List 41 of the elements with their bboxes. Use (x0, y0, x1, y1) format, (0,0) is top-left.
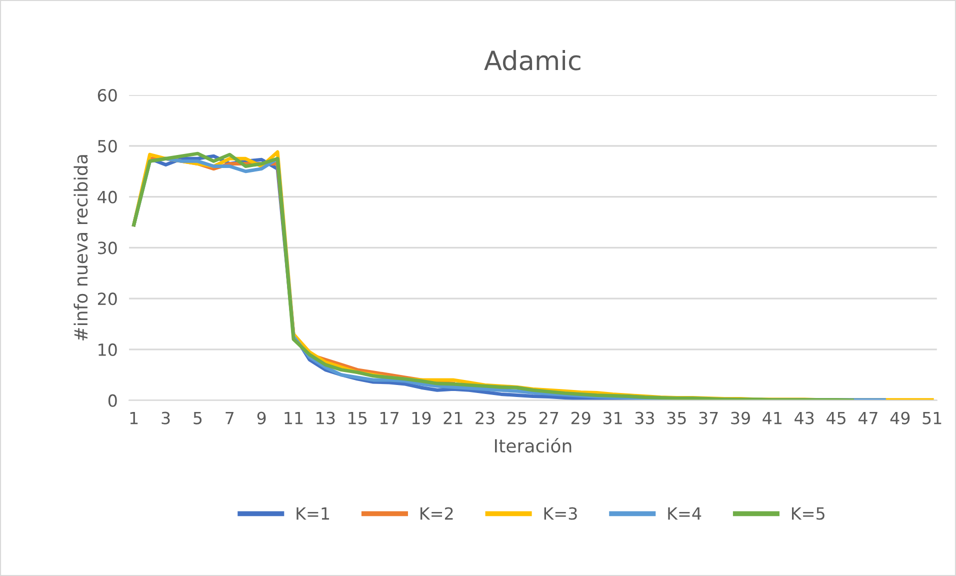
x-tick-label: 37 (699, 412, 718, 424)
legend-label: K=2 (420, 507, 453, 520)
legend-label: K=5 (792, 507, 824, 520)
x-tick-label: 51 (922, 412, 942, 424)
legend-label: K=4 (668, 507, 702, 520)
y-tick-label: 20 (98, 292, 117, 306)
x-tick-label: 11 (284, 412, 303, 424)
x-tick-label: 21 (444, 412, 462, 424)
x-tick-label: 17 (380, 412, 398, 424)
x-tick-label: 3 (162, 412, 170, 424)
y-tick-label: 40 (98, 190, 117, 204)
x-tick-label: 45 (826, 412, 846, 424)
x-tick-label: 43 (794, 412, 814, 424)
x-tick-label: 23 (476, 412, 494, 424)
y-tick-label: 30 (98, 242, 117, 254)
x-axis-title: Iteración (495, 438, 572, 453)
x-tick-label: 29 (571, 412, 590, 424)
y-tick-label: 50 (98, 140, 117, 152)
x-tick-label: 1 (130, 412, 138, 424)
legend-label: K=3 (544, 507, 577, 520)
x-tick-label: 39 (731, 412, 750, 424)
x-tick-label: 19 (412, 412, 431, 424)
y-tick-label: 60 (98, 89, 117, 102)
x-tick-label: 15 (348, 412, 367, 424)
chart-title: Adamic (484, 50, 580, 70)
x-tick-label: 41 (762, 412, 782, 424)
x-tick-label: 7 (226, 412, 234, 424)
x-tick-label: 35 (667, 412, 686, 424)
y-tick-label: 10 (98, 343, 117, 356)
x-tick-label: 47 (858, 412, 878, 424)
y-axis-title: #info nueva recibida (74, 155, 88, 340)
x-tick-label: 31 (603, 412, 622, 424)
x-tick-label: 5 (194, 412, 202, 424)
x-tick-label: 25 (508, 412, 526, 424)
x-tick-label: 27 (540, 412, 558, 424)
x-tick-label: 9 (257, 412, 266, 424)
x-tick-label: 13 (316, 412, 335, 424)
legend-label: K=1 (296, 507, 330, 520)
y-tick-label: 0 (108, 394, 117, 407)
x-tick-label: 33 (635, 412, 654, 424)
x-tick-label: 49 (890, 412, 910, 424)
